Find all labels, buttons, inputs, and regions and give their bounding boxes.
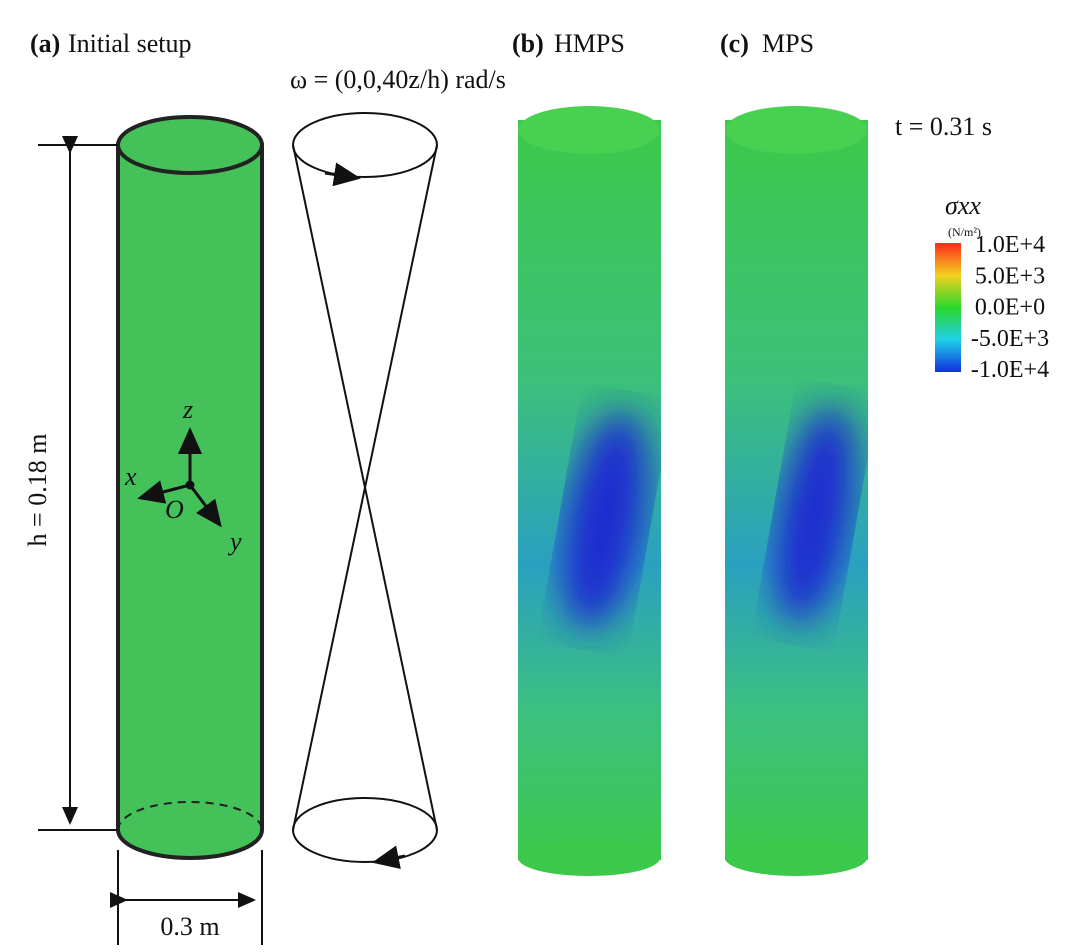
panel-title: Initial setup [68,29,191,58]
simulation-hmps [518,106,661,876]
height-label: h = 0.18 m [23,434,52,547]
simulation-mps [725,106,868,876]
panel-letter: (b) [512,29,544,58]
colorbar-label: 5.0E+3 [975,263,1045,289]
colorbar-unit: (N/m²) [948,225,981,239]
axis-label: y [227,527,242,556]
axis-label: z [182,395,193,424]
colorbar-label: 0.0E+0 [975,295,1045,321]
axis-label: O [165,495,184,524]
colorbar-label: -1.0E+4 [971,357,1049,383]
colorbar-labels: 1.0E+4 5.0E+3 0.0E+0 -5.0E+3 -1.0E+4 [971,232,1049,383]
panel-title: HMPS [554,29,625,58]
coordinate-axes [137,427,222,528]
colorbar-label: -5.0E+3 [971,326,1049,352]
rotation-cone [292,112,438,870]
width-label: 0.3 m [160,912,219,941]
cylinder [116,115,264,860]
angular-velocity: ω = (0,0,40z/h) rad/s [290,65,506,94]
colorbar [935,243,961,372]
colorbar-title: σxx [945,191,981,220]
panel-letter: (c) [720,29,749,58]
panel-letter: (a) [30,29,60,58]
time-label: t = 0.31 s [895,112,992,141]
axis-label: x [124,462,137,491]
dimension-lines [38,136,263,945]
panel-title: MPS [762,29,814,58]
colorbar-label: 1.0E+4 [975,232,1045,258]
